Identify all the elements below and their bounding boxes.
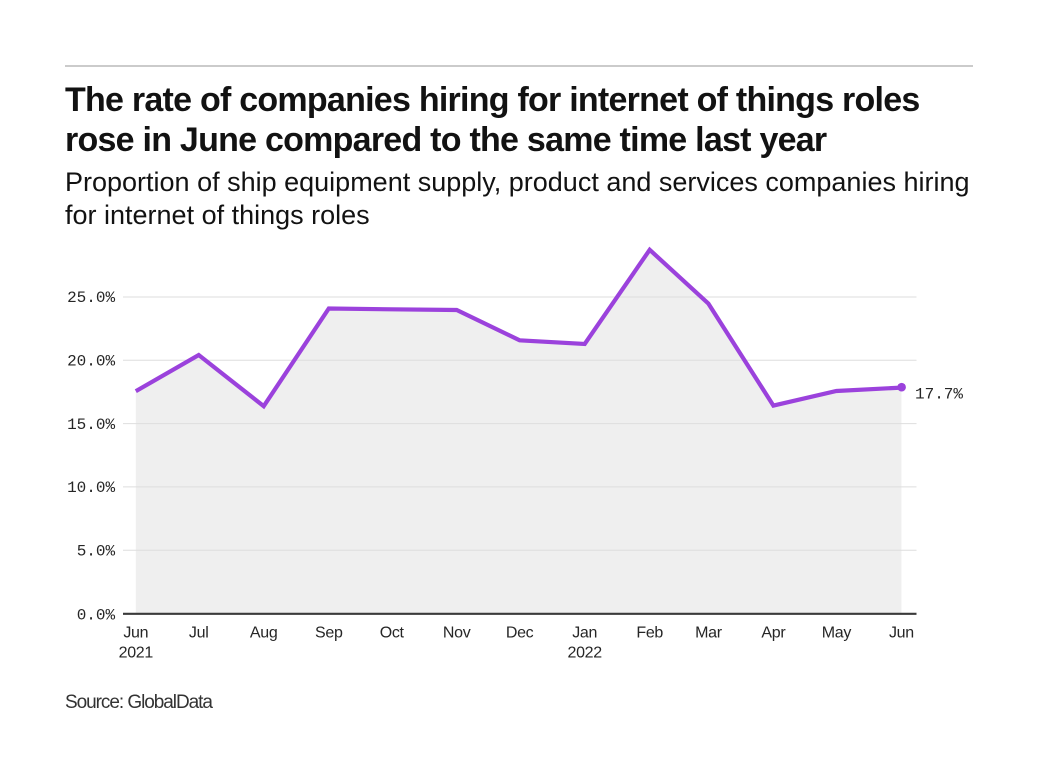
svg-text:Jun: Jun <box>889 624 914 641</box>
svg-text:25.0%: 25.0% <box>67 289 115 307</box>
svg-text:17.7%: 17.7% <box>915 386 963 404</box>
svg-text:Oct: Oct <box>380 624 405 641</box>
svg-text:10.0%: 10.0% <box>67 479 115 497</box>
svg-text:5.0%: 5.0% <box>77 542 116 560</box>
svg-text:Feb: Feb <box>636 624 663 641</box>
svg-text:Nov: Nov <box>443 624 471 641</box>
svg-text:2022: 2022 <box>567 644 602 661</box>
svg-text:May: May <box>822 624 852 641</box>
svg-text:Mar: Mar <box>695 624 723 641</box>
svg-text:Jan: Jan <box>572 624 597 641</box>
svg-text:20.0%: 20.0% <box>67 353 115 371</box>
svg-text:Jun: Jun <box>123 624 148 641</box>
svg-text:Dec: Dec <box>506 624 534 641</box>
svg-text:15.0%: 15.0% <box>67 416 115 434</box>
svg-text:2021: 2021 <box>119 644 154 661</box>
svg-text:0.0%: 0.0% <box>77 607 116 625</box>
svg-text:Aug: Aug <box>250 624 278 641</box>
svg-text:Sep: Sep <box>315 624 343 641</box>
svg-text:Jul: Jul <box>189 624 209 641</box>
svg-text:Apr: Apr <box>761 624 786 641</box>
